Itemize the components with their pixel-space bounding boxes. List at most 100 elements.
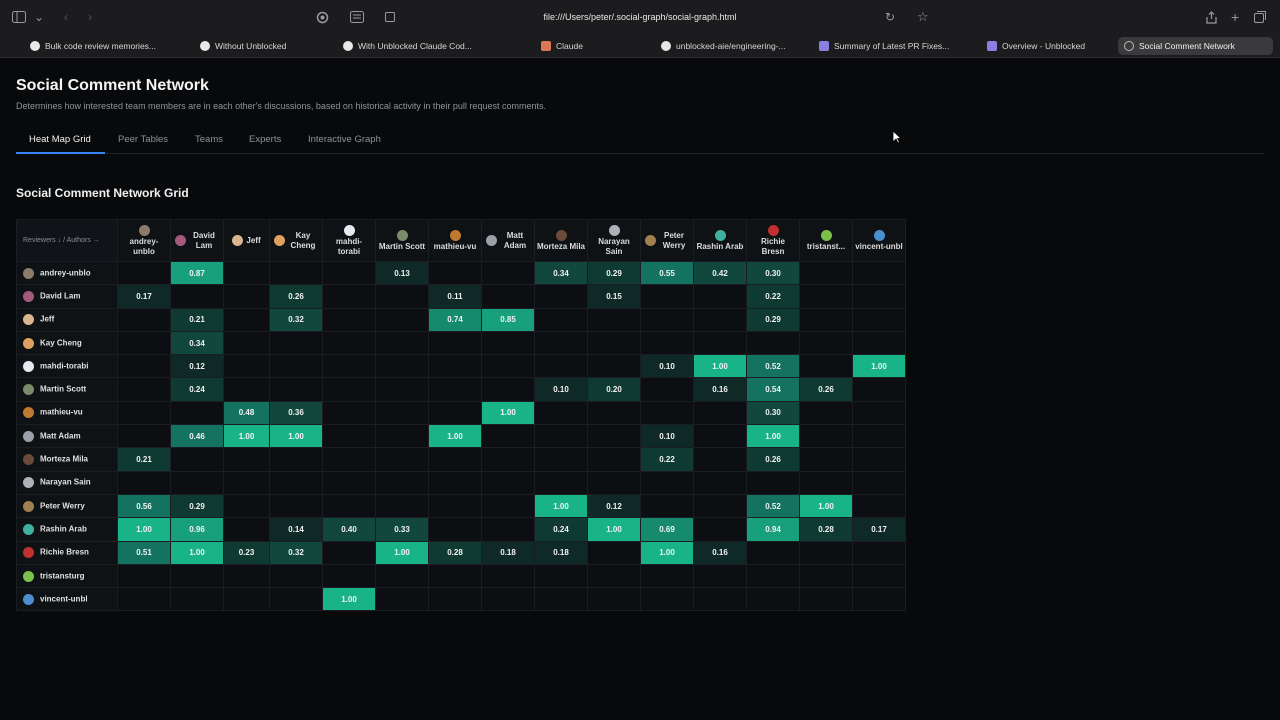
row-header[interactable]: vincent-unbl (16, 587, 118, 612)
heatmap-cell[interactable]: 0.74 (428, 307, 482, 332)
heatmap-cell[interactable] (640, 330, 694, 356)
column-header[interactable]: Martin Scott (375, 219, 429, 262)
heatmap-cell[interactable] (693, 284, 747, 309)
heatmap-cell[interactable]: 0.34 (534, 260, 588, 286)
heatmap-cell[interactable]: 1.00 (269, 424, 323, 449)
forward-icon[interactable]: › (88, 10, 92, 24)
heatmap-cell[interactable] (117, 563, 171, 589)
heatmap-cell[interactable]: 0.33 (375, 517, 429, 542)
heatmap-cell[interactable] (223, 330, 270, 356)
heatmap-cell[interactable]: 1.00 (587, 517, 641, 542)
column-header[interactable]: Richie Bresn (746, 219, 800, 262)
heatmap-cell[interactable] (170, 447, 224, 472)
heatmap-cell[interactable] (223, 493, 270, 519)
heatmap-cell[interactable] (170, 587, 224, 612)
heatmap-cell[interactable] (640, 284, 694, 309)
heatmap-cell[interactable] (322, 377, 376, 402)
heatmap-cell[interactable] (852, 424, 906, 449)
heatmap-cell[interactable] (428, 587, 482, 612)
heatmap-cell[interactable]: 0.24 (170, 377, 224, 402)
heatmap-cell[interactable] (799, 424, 853, 449)
chevron-down-icon[interactable]: ⌄ (34, 10, 45, 24)
column-header[interactable]: mathieu-vu (428, 219, 482, 262)
heatmap-cell[interactable]: 0.20 (587, 377, 641, 402)
heatmap-cell[interactable]: 0.85 (481, 307, 535, 332)
heatmap-cell[interactable] (587, 447, 641, 472)
heatmap-cell[interactable]: 1.00 (640, 540, 694, 565)
browser-tab[interactable]: Claude (535, 37, 595, 55)
heatmap-cell[interactable] (587, 330, 641, 356)
heatmap-cell[interactable] (322, 563, 376, 589)
heatmap-cell[interactable] (640, 563, 694, 589)
heatmap-cell[interactable] (852, 400, 906, 426)
heatmap-cell[interactable]: 0.26 (269, 284, 323, 309)
heatmap-cell[interactable]: 1.00 (693, 354, 747, 379)
heatmap-cell[interactable] (428, 517, 482, 542)
heatmap-cell[interactable] (852, 493, 906, 519)
heatmap-cell[interactable] (587, 540, 641, 565)
heatmap-cell[interactable] (693, 307, 747, 332)
heatmap-cell[interactable] (587, 400, 641, 426)
heatmap-cell[interactable]: 0.42 (693, 260, 747, 286)
heatmap-cell[interactable] (693, 563, 747, 589)
heatmap-cell[interactable]: 0.29 (170, 493, 224, 519)
heatmap-cell[interactable]: 0.52 (746, 354, 800, 379)
heatmap-cell[interactable] (117, 587, 171, 612)
heatmap-cell[interactable] (693, 330, 747, 356)
heatmap-cell[interactable]: 0.29 (746, 307, 800, 332)
heatmap-cell[interactable] (428, 493, 482, 519)
heatmap-cell[interactable] (269, 493, 323, 519)
heatmap-cell[interactable]: 0.30 (746, 400, 800, 426)
browser-tab[interactable]: Summary of Latest PR Fixes... (813, 37, 958, 55)
column-header[interactable]: vincent-unbl (852, 219, 906, 262)
heatmap-cell[interactable] (428, 260, 482, 286)
row-header[interactable]: Peter Werry (16, 493, 118, 519)
heatmap-cell[interactable]: 0.18 (534, 540, 588, 565)
heatmap-cell[interactable] (693, 470, 747, 495)
heatmap-cell[interactable] (640, 587, 694, 612)
heatmap-cell[interactable] (799, 260, 853, 286)
browser-tab[interactable]: unblocked-aie/engineering-... (655, 37, 800, 55)
heatmap-cell[interactable]: 1.00 (534, 493, 588, 519)
column-header[interactable]: Morteza Mila (534, 219, 588, 262)
heatmap-cell[interactable] (170, 400, 224, 426)
heatmap-cell[interactable] (852, 563, 906, 589)
heatmap-cell[interactable] (117, 470, 171, 495)
heatmap-cell[interactable] (269, 587, 323, 612)
heatmap-cell[interactable] (693, 517, 747, 542)
column-header[interactable]: Kay Cheng (269, 219, 323, 262)
row-header[interactable]: Martin Scott (16, 377, 118, 402)
tab-interactive-graph[interactable]: Interactive Graph (308, 134, 381, 145)
heatmap-cell[interactable]: 0.26 (799, 377, 853, 402)
row-header[interactable]: Matt Adam (16, 424, 118, 449)
heatmap-cell[interactable]: 1.00 (481, 400, 535, 426)
bookmark-star-icon[interactable]: ☆ (917, 9, 929, 24)
row-header[interactable]: Rashin Arab (16, 517, 118, 542)
heatmap-cell[interactable] (799, 354, 853, 379)
heatmap-cell[interactable]: 0.55 (640, 260, 694, 286)
heatmap-cell[interactable] (587, 354, 641, 379)
heatmap-cell[interactable] (799, 587, 853, 612)
heatmap-cell[interactable] (481, 587, 535, 612)
heatmap-cell[interactable] (852, 540, 906, 565)
heatmap-cell[interactable] (117, 307, 171, 332)
heatmap-cell[interactable]: 0.52 (746, 493, 800, 519)
heatmap-cell[interactable]: 0.51 (117, 540, 171, 565)
heatmap-cell[interactable]: 0.46 (170, 424, 224, 449)
heatmap-cell[interactable] (640, 307, 694, 332)
reader-icon[interactable] (350, 9, 364, 25)
heatmap-cell[interactable] (534, 447, 588, 472)
heatmap-cell[interactable]: 0.34 (170, 330, 224, 356)
heatmap-cell[interactable] (693, 587, 747, 612)
heatmap-cell[interactable] (322, 260, 376, 286)
heatmap-cell[interactable]: 0.28 (428, 540, 482, 565)
heatmap-cell[interactable] (117, 354, 171, 379)
heatmap-cell[interactable]: 1.00 (375, 540, 429, 565)
heatmap-cell[interactable] (640, 400, 694, 426)
tab-heat-map-grid[interactable]: Heat Map Grid (29, 134, 91, 145)
heatmap-cell[interactable] (534, 424, 588, 449)
heatmap-cell[interactable] (117, 330, 171, 356)
row-header[interactable]: Richie Bresn (16, 540, 118, 565)
heatmap-cell[interactable]: 0.21 (117, 447, 171, 472)
heatmap-cell[interactable] (587, 424, 641, 449)
